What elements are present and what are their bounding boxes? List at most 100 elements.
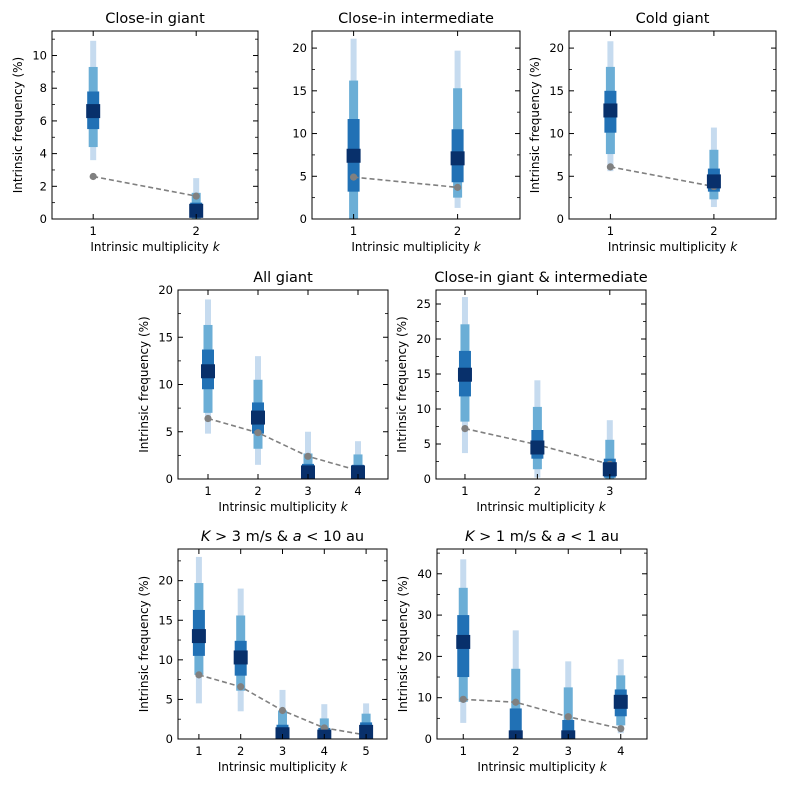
panel-title: K > 3 m/s & a < 10 au (201, 529, 364, 545)
x-tick-label: 2 (193, 224, 200, 238)
title-part: a (557, 529, 566, 545)
x-axis-label-text: Intrinsic multiplicity (90, 240, 208, 254)
y-tick-label: 20 (292, 41, 307, 55)
plot-area (456, 559, 628, 739)
median-marker-k4 (613, 694, 628, 709)
x-tick-label: 2 (237, 744, 244, 758)
median-marker-k2 (251, 410, 265, 425)
y-tick-label: 15 (158, 330, 173, 344)
y-axis-label: Intrinsic frequency (%) (137, 576, 151, 713)
x-axis-label-var: k (600, 760, 608, 774)
median-marker-k2 (530, 440, 545, 455)
axes-frame (311, 30, 521, 220)
x-axis-label-var: k (213, 240, 221, 254)
x-axis-label-var: k (340, 760, 348, 774)
y-tick-label: 0 (166, 732, 173, 746)
panel-title: Close-in giant (105, 11, 205, 27)
x-tick-label: 3 (606, 484, 613, 498)
y-tick-label: 15 (158, 613, 173, 627)
x-axis-label-text: Intrinsic multiplicity (218, 760, 336, 774)
y-axis-label: Intrinsic frequency (%) (11, 57, 25, 194)
title-part: < 1 au (566, 529, 619, 545)
x-tick-label: 4 (321, 744, 328, 758)
median-marker-k1 (603, 103, 618, 118)
x-axis-label: Intrinsic multiplicity k (218, 760, 348, 774)
y-tick-label: 0 (300, 212, 307, 226)
plot-area (191, 556, 374, 739)
observed-point-k3 (564, 713, 572, 721)
x-tick-label: 2 (710, 224, 717, 238)
title-part: > 3 m/s & (210, 529, 292, 545)
observed-point-k1 (461, 425, 469, 433)
x-axis-label-text: Intrinsic multiplicity (476, 500, 594, 514)
observed-line (463, 698, 621, 730)
plot-area (603, 41, 721, 208)
x-tick-label: 3 (304, 484, 311, 498)
y-tick-label: 20 (549, 41, 564, 55)
y-tick-label: 8 (40, 81, 47, 95)
y-tick-label: 20 (417, 649, 432, 663)
x-tick-label: 4 (354, 484, 361, 498)
observed-point-k2 (254, 429, 262, 437)
title-part: < 10 au (302, 529, 365, 545)
panel-title: All giant (253, 270, 313, 286)
y-axis-label: Intrinsic frequency (%) (396, 576, 410, 713)
x-tick-label: 5 (362, 744, 369, 758)
y-tick-label: 15 (549, 84, 564, 98)
observed-point-k1 (89, 172, 97, 181)
median-marker-k1 (456, 634, 471, 649)
y-tick-label: 10 (158, 653, 173, 667)
x-tick-label: 3 (279, 744, 286, 758)
x-axis-label-var: k (341, 500, 349, 514)
median-marker-k3 (275, 727, 290, 739)
x-axis-label-text: Intrinsic multiplicity (351, 240, 469, 254)
observed-line (610, 166, 715, 188)
y-tick-label: 5 (557, 169, 564, 183)
x-axis-label-text: Intrinsic multiplicity (218, 500, 336, 514)
median-marker-k2 (706, 174, 721, 189)
y-tick-label: 20 (416, 332, 431, 346)
median-marker-k5 (359, 724, 374, 739)
observed-point-k1 (195, 671, 203, 679)
panel-6: 1 2 3 4 5 0 5 10 15 20 K > 3 m/s & a < 10 au Intrin… (137, 529, 388, 774)
median-marker-k1 (191, 629, 206, 644)
x-tick-label: 2 (454, 224, 461, 238)
y-tick-label: 10 (417, 691, 432, 705)
median-marker-k3 (301, 465, 315, 479)
x-tick-label: 1 (204, 484, 211, 498)
y-tick-label: 6 (40, 114, 47, 128)
x-tick-label: 1 (90, 224, 97, 238)
median-marker-k1 (346, 148, 361, 163)
observed-point-k1 (606, 163, 615, 171)
observed-point-k1 (350, 173, 358, 181)
observed-point-k2 (512, 698, 520, 706)
y-tick-label: 5 (166, 692, 173, 706)
observed-line (93, 175, 197, 197)
y-tick-label: 0 (425, 732, 432, 746)
y-tick-label: 10 (549, 127, 564, 141)
x-tick-label: 2 (534, 484, 541, 498)
observed-point-k1 (459, 695, 467, 703)
median-marker-k1 (86, 104, 101, 119)
y-tick-label: 5 (166, 425, 173, 439)
plot-area (346, 38, 465, 219)
y-axis-label: Intrinsic frequency (%) (137, 316, 151, 453)
median-marker-k2 (189, 203, 204, 218)
y-tick-label: 15 (416, 367, 431, 381)
y-tick-label: 10 (32, 49, 47, 63)
y-tick-label: 4 (40, 147, 47, 161)
y-axis-label: Intrinsic frequency (%) (395, 316, 409, 453)
observed-point-k2 (192, 192, 200, 200)
panel-4: 1 2 3 4 0 5 10 15 20 All giant Intrinsic multiplic… (137, 270, 389, 514)
y-tick-label: 10 (416, 402, 431, 416)
observed-point-k2 (237, 683, 245, 691)
x-tick-label: 4 (617, 744, 624, 758)
y-axis-label: Intrinsic frequency (%) (528, 57, 542, 194)
x-tick-label: 1 (461, 484, 468, 498)
title-part: a (293, 529, 302, 545)
